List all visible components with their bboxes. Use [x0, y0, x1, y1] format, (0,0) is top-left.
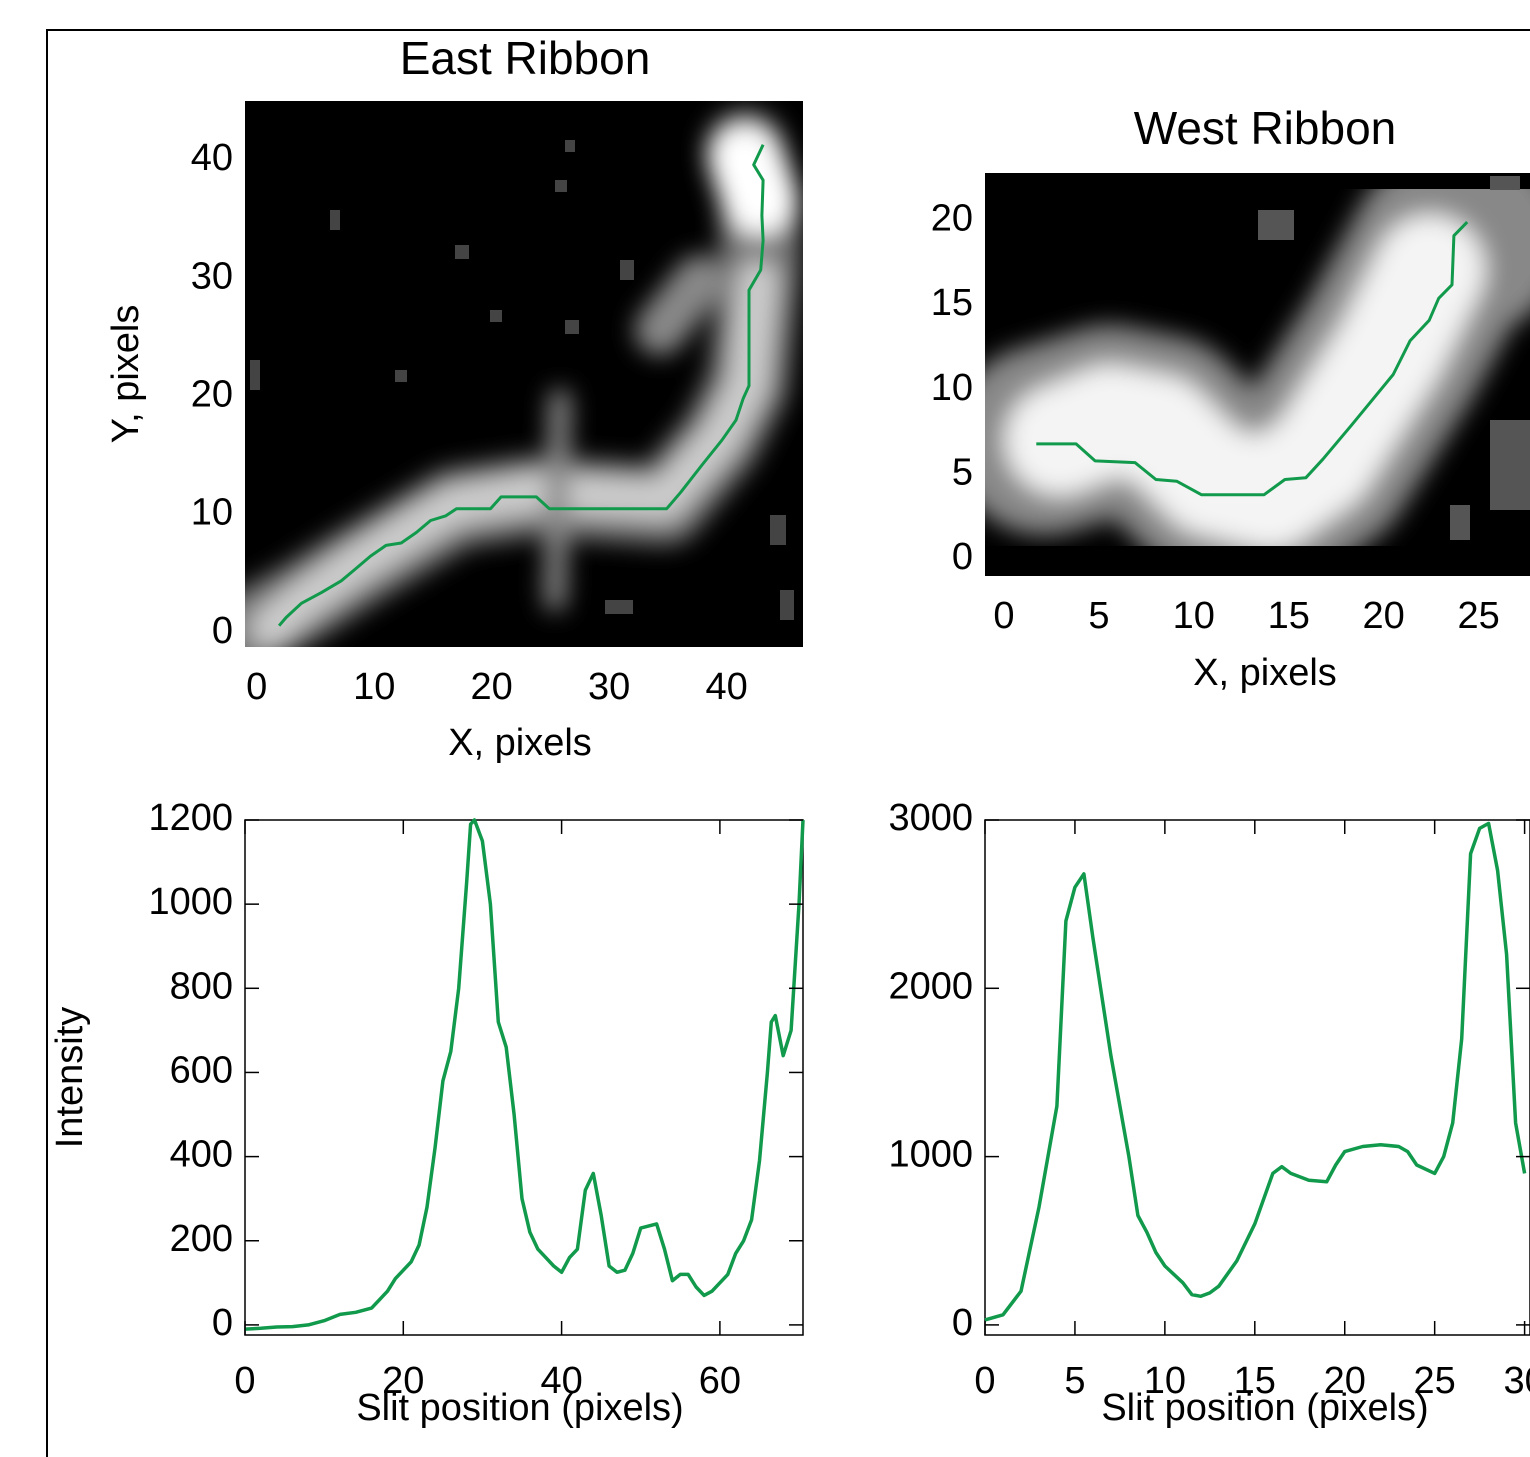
y-tick-label: 10	[191, 492, 233, 534]
x-tick-label: 15	[1268, 595, 1310, 637]
x-axis-label: X, pixels	[448, 722, 592, 764]
x-tick-label: 5	[1088, 595, 1109, 637]
x-tick-label: 20	[1324, 1360, 1366, 1402]
x-tick-label: 30	[1503, 1360, 1530, 1402]
panel-title: West Ribbon	[1134, 102, 1397, 154]
y-tick-label: 15	[931, 282, 973, 324]
y-tick-label: 2000	[888, 965, 973, 1007]
x-axis-label: X, pixels	[1193, 652, 1337, 694]
x-tick-label: 20	[1363, 595, 1405, 637]
x-axis-label: Slit position (pixels)	[1101, 1387, 1428, 1429]
x-tick-label: 0	[246, 666, 267, 708]
y-tick-label: 10	[931, 367, 973, 409]
y-axis-label: Intensity	[49, 1007, 91, 1149]
y-tick-label: 20	[191, 373, 233, 415]
y-tick-label: 1000	[888, 1134, 973, 1176]
y-tick-label: 30	[191, 255, 233, 297]
plot-frame	[984, 819, 1530, 1336]
trace	[277, 144, 765, 627]
y-tick-label: 1000	[148, 881, 233, 923]
y-tick-label: 600	[170, 1049, 233, 1091]
y-tick-label: 20	[931, 197, 973, 239]
y-tick-label: 800	[170, 965, 233, 1007]
x-tick-label: 40	[540, 1360, 582, 1402]
x-tick-label: 0	[234, 1360, 255, 1402]
y-tick-label: 0	[212, 1302, 233, 1344]
y-tick-label: 1200	[148, 797, 233, 839]
x-tick-label: 60	[699, 1360, 741, 1402]
x-tick-label: 30	[588, 666, 630, 708]
east-image	[245, 101, 803, 647]
trace	[244, 818, 805, 1331]
x-tick-label: 25	[1457, 595, 1499, 637]
x-tick-label: 40	[706, 666, 748, 708]
frame	[46, 29, 1530, 1457]
x-tick-label: 10	[1173, 595, 1215, 637]
y-tick-label: 40	[191, 137, 233, 179]
plot-frame	[244, 819, 804, 1336]
x-tick-label: 10	[1144, 1360, 1186, 1402]
y-tick-label: 0	[952, 536, 973, 578]
y-tick-label: 5	[952, 451, 973, 493]
x-tick-label: 15	[1234, 1360, 1276, 1402]
x-tick-label: 5	[1064, 1360, 1085, 1402]
x-tick-label: 20	[471, 666, 513, 708]
y-tick-label: 400	[170, 1134, 233, 1176]
trace	[1036, 221, 1469, 497]
trace	[984, 821, 1527, 1322]
x-tick-label: 0	[993, 595, 1014, 637]
x-tick-label: 10	[353, 666, 395, 708]
y-tick-label: 0	[952, 1302, 973, 1344]
y-axis-label: Y, pixels	[105, 305, 147, 444]
y-tick-label: 3000	[888, 797, 973, 839]
west-image	[985, 173, 1530, 576]
y-tick-label: 200	[170, 1218, 233, 1260]
panel-title: East Ribbon	[400, 32, 651, 84]
x-tick-label: 25	[1414, 1360, 1456, 1402]
y-tick-label: 0	[212, 610, 233, 652]
x-tick-label: 0	[974, 1360, 995, 1402]
x-tick-label: 20	[382, 1360, 424, 1402]
x-axis-label: Slit position (pixels)	[356, 1387, 683, 1429]
